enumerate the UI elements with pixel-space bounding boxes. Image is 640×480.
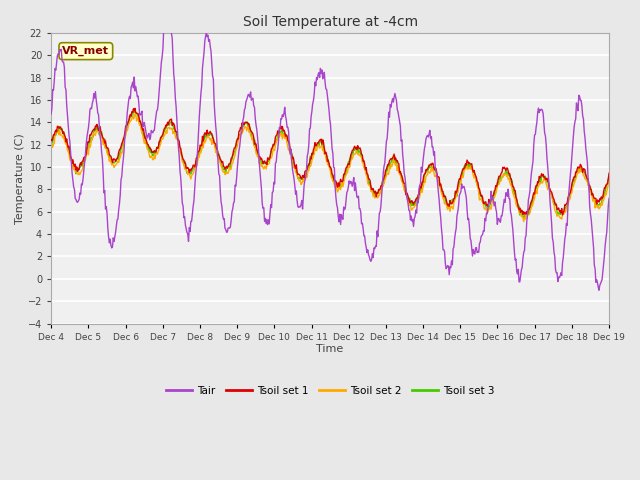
X-axis label: Time: Time (317, 344, 344, 354)
Text: VR_met: VR_met (62, 46, 109, 56)
Legend: Tair, Tsoil set 1, Tsoil set 2, Tsoil set 3: Tair, Tsoil set 1, Tsoil set 2, Tsoil se… (161, 381, 499, 400)
Title: Soil Temperature at -4cm: Soil Temperature at -4cm (243, 15, 418, 29)
Y-axis label: Temperature (C): Temperature (C) (15, 133, 25, 224)
